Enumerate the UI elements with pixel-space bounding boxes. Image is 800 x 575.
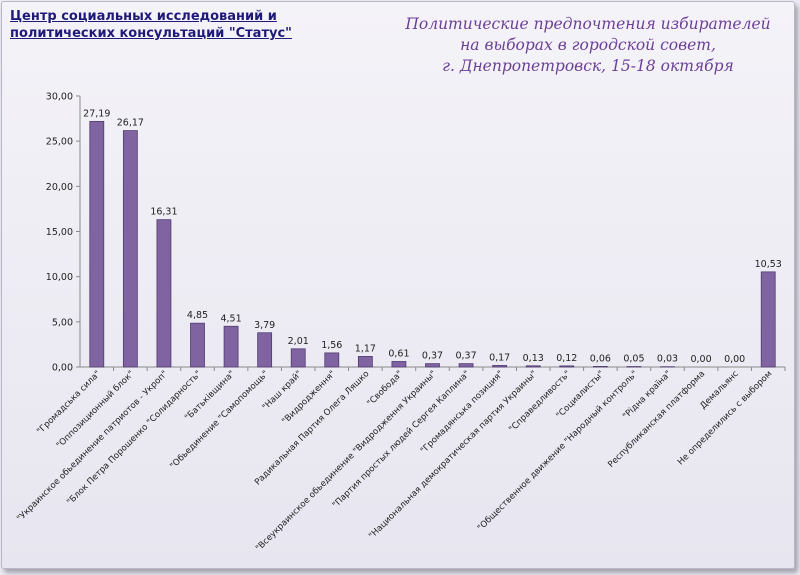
bar (190, 322, 205, 368)
bar (122, 130, 138, 368)
org-title-line-2: политических консультаций "Статус" (10, 26, 292, 41)
bar (559, 365, 575, 368)
bar-value-label: 0,00 (690, 354, 711, 365)
bar-value-label: 3,79 (254, 320, 275, 331)
bar-value-label: 0,12 (556, 353, 577, 364)
bar-value-label: 4,85 (187, 310, 208, 321)
chart-title: Политические предпочтения избирателей на… (398, 14, 778, 77)
bar-value-label: 0,05 (623, 354, 644, 365)
chart-title-line-1: Политические предпочтения избирателей (405, 15, 771, 33)
bar (357, 356, 373, 368)
bar-value-label: 4,51 (220, 313, 241, 324)
bar-value-label: 16,31 (150, 207, 177, 218)
chart-title-line-3: г. Днепропетровск, 15-18 октября (442, 57, 734, 75)
bar-value-label: 0,17 (489, 352, 510, 363)
bar (391, 361, 407, 368)
bar-value-label: 0,06 (590, 353, 611, 364)
bar (290, 348, 306, 368)
bar-value-label: 0,37 (422, 351, 443, 362)
bar (324, 352, 340, 368)
bar-value-label: 26,17 (117, 118, 144, 129)
bar-value-label: 0,61 (388, 348, 409, 359)
org-title-line-1: Центр социальных исследований и (10, 9, 277, 24)
x-tick-label: "Громадська сила" (35, 369, 103, 437)
bar-value-label: 10,53 (755, 259, 782, 270)
x-tick-label: "Справедливость" (507, 369, 573, 435)
bar (425, 363, 440, 368)
bar-value-label: 0,13 (523, 353, 544, 364)
y-tick-label: 30,00 (46, 92, 73, 103)
bar (223, 325, 239, 368)
bar (760, 271, 776, 368)
y-tick-label: 10,00 (46, 272, 73, 283)
y-tick-label: 25,00 (46, 137, 73, 148)
y-tick-label: 5,00 (52, 317, 73, 328)
bar-value-label: 0,00 (724, 354, 745, 365)
bar (525, 365, 541, 368)
bar-value-label: 2,01 (288, 336, 309, 347)
y-tick-label: 20,00 (46, 182, 73, 193)
y-tick-label: 15,00 (46, 227, 73, 238)
bar (257, 332, 273, 368)
organization-title: Центр социальных исследований и политиче… (10, 8, 292, 42)
bar (156, 219, 172, 368)
bar-value-label: 1,17 (355, 343, 376, 354)
x-tick-label: "Украинское обьединение патриотов - Укро… (15, 369, 170, 524)
y-tick-label: 0,00 (52, 363, 73, 374)
bar-value-label: 27,19 (83, 108, 110, 119)
bar (458, 363, 474, 368)
bar (492, 365, 508, 368)
bar (592, 366, 608, 368)
bar-value-label: 1,56 (321, 340, 342, 351)
bar (89, 120, 105, 368)
bar-value-label: 0,37 (455, 351, 476, 362)
chart-title-line-2: на выборах в городской совет, (460, 36, 716, 54)
x-tick-label: "Общественное движение "Народный контрол… (476, 369, 640, 533)
bar-value-label: 0,03 (657, 354, 678, 365)
